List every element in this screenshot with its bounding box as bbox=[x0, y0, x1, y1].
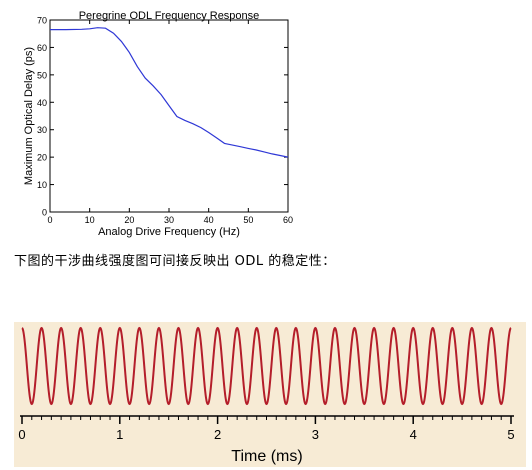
chart1-ylabel: Maximum Optical Delay (ps) bbox=[23, 47, 35, 185]
chart2-xtick-label: 2 bbox=[214, 427, 221, 442]
chart1-ytick-label: 30 bbox=[37, 125, 47, 135]
chart2-xtick-label: 3 bbox=[312, 427, 319, 442]
chart1-ytick-label: 0 bbox=[42, 208, 47, 218]
chart1-ytick-label: 60 bbox=[37, 43, 47, 53]
chart1-xtick-label: 0 bbox=[47, 215, 52, 225]
chart2-xtick-label: 5 bbox=[507, 427, 514, 442]
chart2-xtick-label: 1 bbox=[116, 427, 123, 442]
chart2-series-wave bbox=[21, 326, 512, 406]
chart1-ytick-label: 40 bbox=[37, 98, 47, 108]
chart2-xtick-label: 0 bbox=[18, 427, 25, 442]
chart2-xlabel: Time (ms) bbox=[231, 448, 302, 465]
chart1-xtick-label: 30 bbox=[164, 215, 174, 225]
chart1-ytick-label: 70 bbox=[37, 16, 47, 26]
caption-text: 下图的干涉曲线强度图可间接反映出 ODL 的稳定性： bbox=[14, 254, 336, 269]
interference-intensity-panel: 0 1 2 3 4 5 Time (ms) bbox=[14, 322, 526, 467]
odl-frequency-chart: 0 10 20 30 40 50 60 70 0 10 20 30 40 50 60 Peregrine … bbox=[23, 10, 293, 238]
chart1-xlabel: Analog Drive Frequency (Hz) bbox=[98, 226, 240, 238]
chart1-ytick-label: 10 bbox=[37, 180, 47, 190]
chart1-xtick-label: 10 bbox=[85, 215, 95, 225]
chart1-ytick-label: 20 bbox=[37, 153, 47, 163]
chart1-xtick-label: 60 bbox=[283, 215, 293, 225]
chart1-xtick-label: 40 bbox=[204, 215, 214, 225]
chart1-xtick-label: 20 bbox=[124, 215, 134, 225]
interference-intensity-chart: 0 1 2 3 4 5 Time (ms) bbox=[18, 326, 515, 465]
chart2-xtick-label: 4 bbox=[410, 427, 417, 442]
chart1-series-line bbox=[50, 27, 289, 158]
chart1-title: Peregrine ODL Frequency Response bbox=[79, 10, 260, 22]
chart1-xtick-label: 50 bbox=[243, 215, 253, 225]
chart1-ytick-label: 50 bbox=[37, 70, 47, 80]
chart1-plot-frame bbox=[49, 19, 289, 213]
